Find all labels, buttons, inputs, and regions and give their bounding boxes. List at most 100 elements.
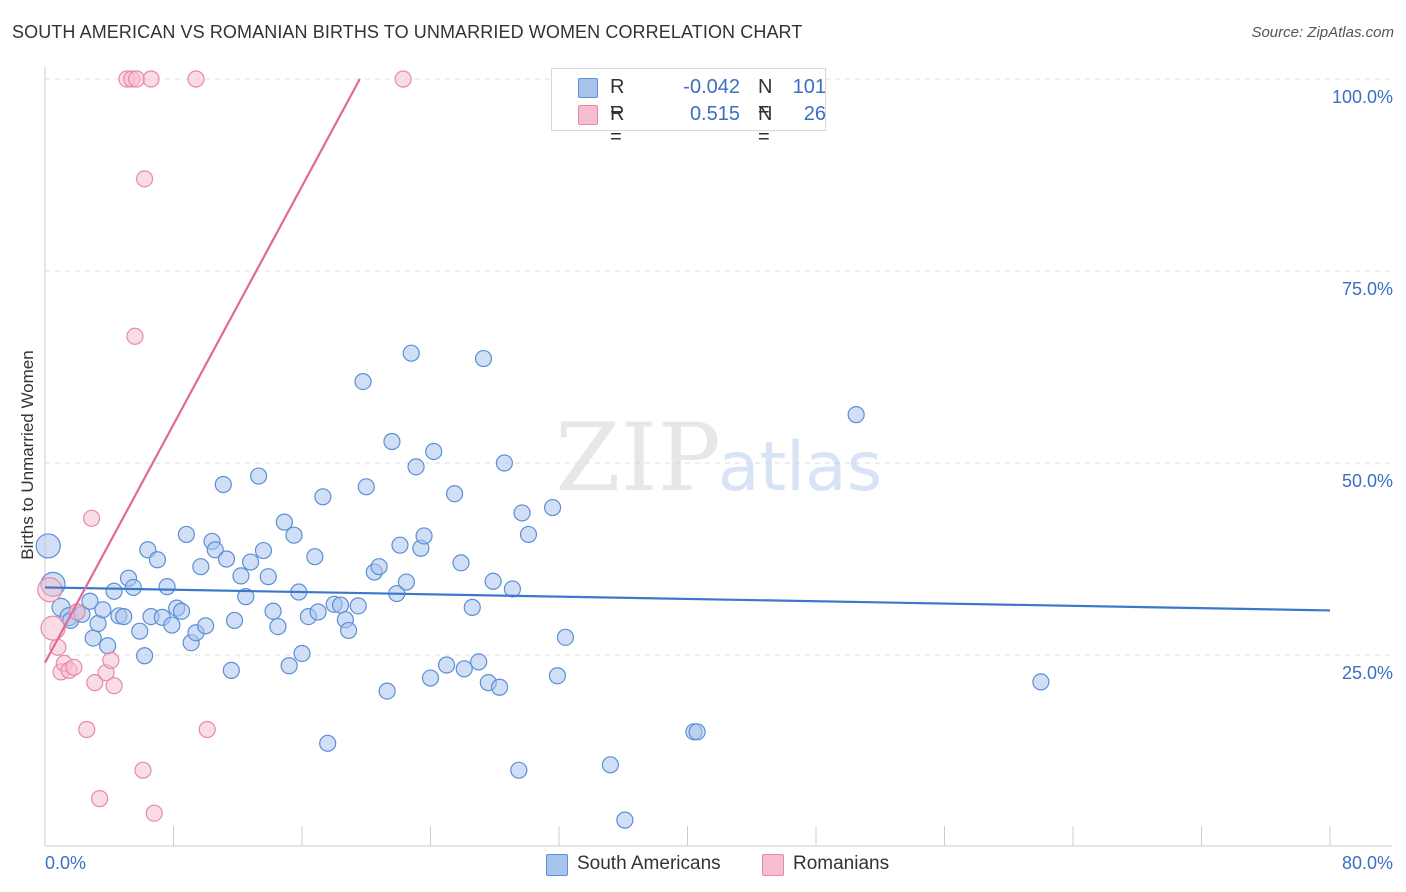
south-american-point [354, 372, 372, 391]
south-american-point [225, 611, 244, 630]
legend-r-label: R = [610, 76, 625, 121]
south-american-point [513, 504, 531, 522]
south-american-point [115, 607, 133, 626]
series-swatch-blue [546, 854, 568, 876]
romanian-point [40, 615, 66, 641]
x-tick-label-min: 0.0% [45, 853, 86, 873]
correlation-legend: R = -0.042 N = 101 R = 0.515 N = 26 [551, 68, 826, 148]
south-american-point [437, 656, 456, 674]
south-american-point [105, 582, 123, 600]
south-american-point [242, 553, 260, 571]
romanian-trendline [44, 78, 361, 664]
south-american-point [415, 527, 433, 545]
legend-r-label: R = [610, 103, 625, 148]
romanian-point [78, 720, 96, 739]
romanian-point [145, 804, 163, 822]
south-american-point [269, 617, 287, 636]
south-american-point [470, 653, 488, 671]
legend-swatch-blue [578, 78, 598, 98]
south-american-point [306, 548, 324, 566]
south-american-point [309, 603, 327, 621]
south-american-point [163, 616, 181, 634]
legend-n-label: N = [758, 103, 773, 148]
south-american-trendline [44, 586, 1331, 612]
romanian-point [126, 327, 144, 345]
trend-layer [44, 78, 1331, 664]
south-american-point [131, 622, 149, 640]
chart-title: SOUTH AMERICAN VS ROMANIAN BIRTHS TO UNM… [12, 22, 803, 42]
south-american-point [370, 558, 388, 576]
south-american-point [197, 617, 215, 635]
south-american-point [616, 811, 634, 829]
romanian-point [91, 790, 109, 808]
south-american-point [455, 660, 473, 678]
legend-swatch-pink [578, 105, 598, 125]
south-american-point [378, 682, 396, 700]
legend-n-label: N = [758, 76, 773, 121]
south-american-point [357, 478, 375, 496]
south-american-point [206, 541, 224, 559]
romanian-point [187, 70, 205, 88]
south-american-point [601, 756, 620, 774]
y-tick-label: 50.0% [1342, 471, 1393, 491]
series-swatch-pink [762, 854, 784, 876]
south-american-point [254, 541, 273, 560]
x-tick-label-max: 80.0% [1342, 853, 1393, 873]
south-american-point [391, 536, 409, 554]
legend-n-value: 101 [792, 76, 826, 98]
south-american-point [275, 513, 293, 531]
south-american-point [99, 637, 117, 655]
axis-layer [44, 67, 1392, 847]
south-american-point [548, 667, 566, 685]
south-american-point [222, 661, 240, 679]
legend-r-value: 0.515 [689, 103, 740, 125]
south-american-point [172, 602, 191, 620]
romanian-point [135, 170, 154, 188]
romanian-point [134, 761, 152, 779]
series-legend-label: South Americans [577, 853, 721, 874]
south-american-point [94, 601, 112, 619]
south-american-point [339, 621, 358, 640]
south-american-point [402, 344, 420, 362]
south-american-point [519, 525, 538, 544]
south-american-point [490, 678, 509, 696]
romanian-point [37, 577, 63, 603]
chart-source: Source: ZipAtlas.com [1251, 24, 1394, 41]
y-tick-label: 100.0% [1332, 87, 1393, 107]
legend-n-value: 26 [803, 103, 826, 125]
romanian-point [142, 70, 160, 88]
south-american-point [1032, 673, 1050, 691]
south-american-point [463, 598, 481, 616]
south-american-point [250, 467, 268, 485]
south-american-point [217, 550, 236, 568]
south-american-point [259, 568, 277, 586]
south-american-point [35, 533, 61, 559]
south-american-point [425, 442, 443, 461]
south-american-point [543, 498, 562, 517]
south-american-point [421, 669, 440, 687]
south-american-point [84, 629, 102, 647]
south-american-point [293, 644, 311, 663]
legend-r-value: -0.042 [683, 76, 740, 98]
y-tick-label: 75.0% [1342, 279, 1393, 299]
south-american-point [331, 596, 350, 614]
south-american-point [452, 554, 470, 572]
romanian-point [394, 70, 412, 88]
y-tick-label: 25.0% [1342, 663, 1393, 683]
south-american-point [484, 572, 502, 590]
south-american-point [135, 647, 154, 665]
south-american-point [474, 349, 493, 368]
romanian-point [127, 70, 146, 88]
series-legend: South Americans Romanians [0, 852, 1406, 878]
south-american-point [510, 761, 528, 779]
south-american-point [232, 567, 250, 585]
grid-layer [45, 78, 1392, 656]
romanian-point [86, 674, 104, 692]
south-american-point [177, 525, 195, 544]
south-american-point [264, 602, 282, 620]
south-american-point [314, 488, 332, 506]
south-american-point [148, 551, 167, 569]
points-layer [35, 70, 1050, 829]
south-american-point [81, 592, 99, 610]
south-american-point [124, 578, 142, 597]
